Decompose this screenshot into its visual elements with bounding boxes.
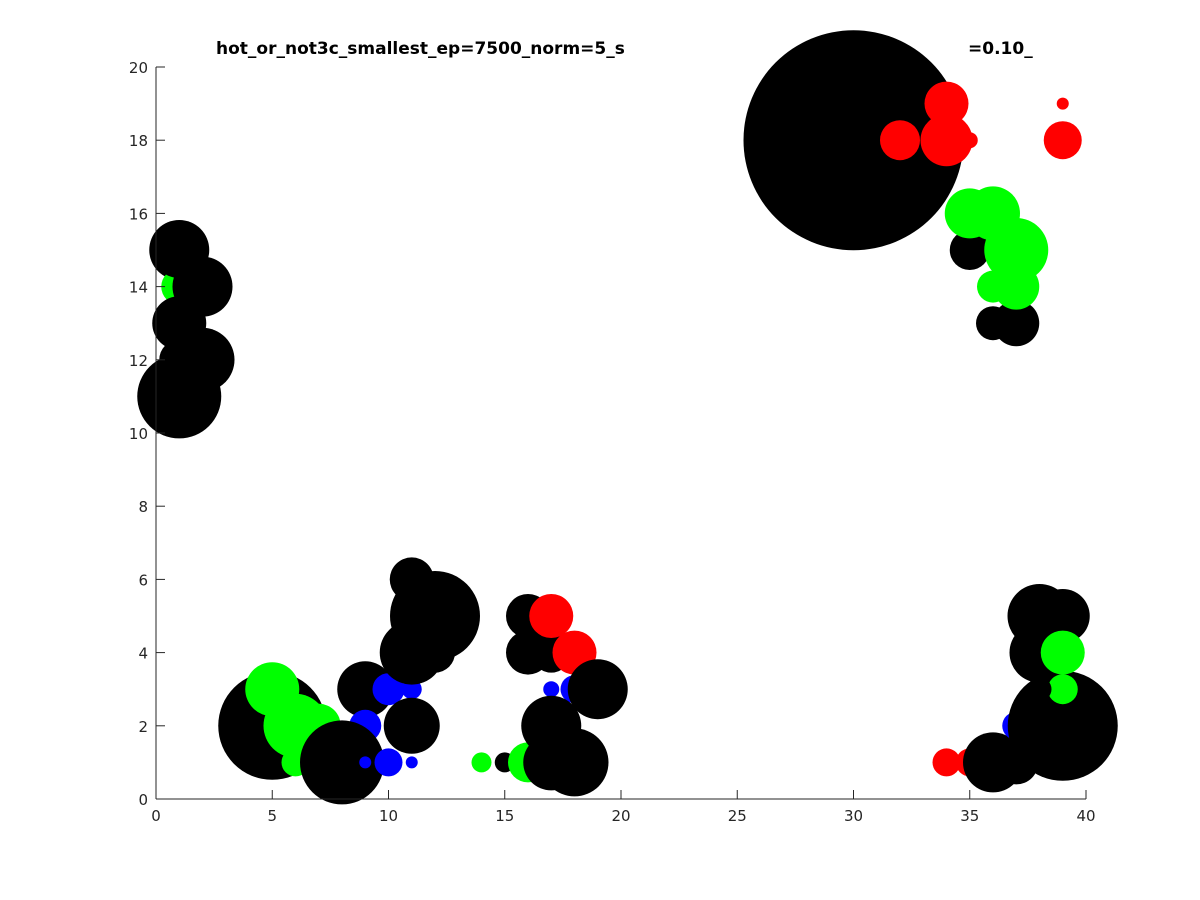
marker-green-67 <box>1047 674 1078 705</box>
chart-title: hot_or_not3c_smallest_ep=7500_norm=5_s <box>216 39 625 59</box>
marker-black-7 <box>949 230 990 270</box>
x-tick-label: 40 <box>1076 807 1095 825</box>
marker-black-52 <box>567 659 628 720</box>
marker-black-41 <box>415 632 455 673</box>
marker-black-68 <box>1027 677 1052 702</box>
y-tick-label: 4 <box>138 645 148 663</box>
marker-blue-31 <box>359 756 372 769</box>
marker-blue-33 <box>405 756 418 769</box>
y-tick-label: 16 <box>129 205 148 223</box>
x-tick-label: 20 <box>611 807 630 825</box>
x-tick-label: 25 <box>728 807 747 825</box>
marker-red-6 <box>1043 121 1082 160</box>
marker-black-36 <box>383 697 440 754</box>
marker-blue-32 <box>374 748 403 777</box>
y-tick-label: 2 <box>138 718 148 736</box>
marker-green-12 <box>984 218 1049 282</box>
x-tick-label: 15 <box>495 807 514 825</box>
marker-black-0 <box>743 30 964 251</box>
marker-black-55 <box>540 728 609 797</box>
marker-green-66 <box>1040 630 1085 675</box>
x-tick-label: 0 <box>151 807 161 825</box>
y-tick-label: 14 <box>129 279 148 297</box>
marker-red-56 <box>932 748 961 777</box>
tick-layer: 0 5 10 15 20 25 30 35 40 0 2 4 6 8 10 12 14 16 18 20 <box>129 59 1096 825</box>
marker-red-1 <box>880 120 920 161</box>
marker-red-48 <box>529 594 574 638</box>
y-tick-label: 20 <box>129 59 148 77</box>
x-tick-label: 5 <box>267 807 277 825</box>
marker-green-42 <box>471 752 492 773</box>
y-tick-label: 10 <box>129 425 148 443</box>
marker-blue-34 <box>372 673 405 706</box>
marker-black-22 <box>137 354 222 439</box>
marker-black-28 <box>337 661 394 718</box>
marker-green-14 <box>993 263 1040 310</box>
marker-layer <box>137 30 1118 805</box>
marker-blue-50 <box>543 681 560 698</box>
y-tick-label: 0 <box>138 791 148 809</box>
marker-red-3 <box>920 114 973 167</box>
x-tick-label: 10 <box>379 807 398 825</box>
y-tick-label: 6 <box>138 571 148 589</box>
marker-black-30 <box>300 720 384 805</box>
chart-title-tail: =0.10_ <box>968 39 1033 59</box>
x-tick-label: 35 <box>960 807 979 825</box>
y-tick-label: 18 <box>129 132 148 150</box>
y-tick-label: 8 <box>138 498 148 516</box>
marker-red-5 <box>1056 97 1069 110</box>
x-tick-label: 30 <box>844 807 863 825</box>
y-tick-label: 12 <box>129 352 148 370</box>
marker-red-2 <box>924 81 969 126</box>
marker-red-4 <box>961 132 978 149</box>
marker-black-9 <box>993 300 1040 347</box>
